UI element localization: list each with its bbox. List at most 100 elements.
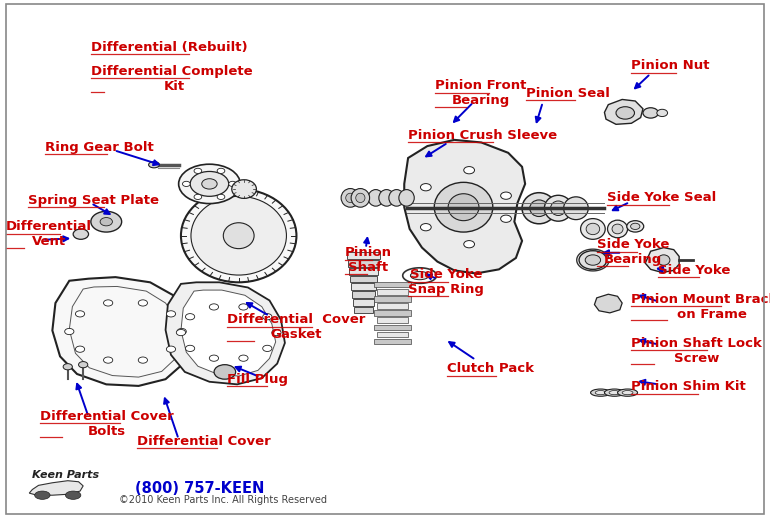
Ellipse shape [166,311,176,317]
Text: Side Yoke
Snap Ring: Side Yoke Snap Ring [408,268,484,296]
Text: Side Yoke
Bearing: Side Yoke Bearing [597,238,669,266]
Ellipse shape [591,389,611,396]
Ellipse shape [166,346,176,352]
Ellipse shape [500,192,511,199]
Text: Fill Plug: Fill Plug [227,372,288,386]
Ellipse shape [530,200,548,217]
Bar [377,332,408,337]
Ellipse shape [202,179,217,189]
Ellipse shape [181,189,296,282]
Text: Ring Gear Bolt: Ring Gear Bolt [45,141,153,154]
Ellipse shape [186,346,195,352]
Bar [347,252,380,259]
Ellipse shape [35,491,50,499]
Ellipse shape [627,221,644,232]
Ellipse shape [263,313,272,320]
Ellipse shape [434,182,493,232]
Polygon shape [166,282,285,384]
Text: Differential
Vent: Differential Vent [6,220,92,248]
Ellipse shape [616,107,634,119]
Text: Differential  Cover
Gasket: Differential Cover Gasket [227,313,366,341]
Text: Pinion
Shaft: Pinion Shaft [345,246,392,274]
Ellipse shape [223,223,254,249]
Ellipse shape [622,391,633,395]
Bar [377,303,408,309]
Ellipse shape [65,328,74,335]
Bar [377,318,408,323]
Ellipse shape [103,357,112,363]
Ellipse shape [658,255,670,265]
Ellipse shape [194,168,202,174]
Polygon shape [29,481,83,495]
Ellipse shape [389,190,404,206]
Ellipse shape [139,300,148,306]
Ellipse shape [79,362,88,368]
Ellipse shape [609,391,620,395]
Ellipse shape [522,193,556,224]
Ellipse shape [341,189,360,207]
Ellipse shape [232,180,256,198]
Ellipse shape [191,196,286,275]
Text: Spring Seat Plate: Spring Seat Plate [28,194,159,207]
Polygon shape [181,290,276,376]
Ellipse shape [410,271,429,280]
Bar [348,260,379,267]
Ellipse shape [194,194,202,199]
Text: Pinion Front
Bearing: Pinion Front Bearing [435,79,527,107]
Bar [374,282,411,287]
Ellipse shape [239,355,248,361]
Ellipse shape [420,224,431,231]
Ellipse shape [91,211,122,232]
Ellipse shape [356,193,365,203]
Ellipse shape [351,189,370,207]
Ellipse shape [604,389,624,396]
Text: Pinion Shaft Lock
Screw: Pinion Shaft Lock Screw [631,337,762,365]
Bar [374,324,411,330]
Polygon shape [594,294,622,313]
Bar [351,283,376,290]
Ellipse shape [346,193,355,203]
Text: Pinion Seal: Pinion Seal [526,87,610,100]
Ellipse shape [631,223,640,229]
Text: Pinion Mount Bracket
on Frame: Pinion Mount Bracket on Frame [631,293,770,321]
Bar [352,291,375,298]
Ellipse shape [209,355,219,361]
Ellipse shape [551,201,566,215]
Ellipse shape [379,190,394,206]
Ellipse shape [239,304,248,310]
Ellipse shape [579,251,607,269]
Ellipse shape [186,313,195,320]
Polygon shape [604,99,643,124]
Text: Side Yoke: Side Yoke [658,264,731,277]
Ellipse shape [595,391,606,395]
Bar [354,307,373,313]
Polygon shape [52,277,191,386]
Ellipse shape [63,364,72,370]
Ellipse shape [179,164,240,204]
Ellipse shape [103,300,112,306]
Ellipse shape [448,194,479,221]
Text: Clutch Pack: Clutch Pack [447,362,534,376]
Ellipse shape [73,229,89,239]
Text: Differential (Rebuilt): Differential (Rebuilt) [91,41,247,54]
Text: Differential Cover: Differential Cover [137,435,271,448]
Ellipse shape [399,190,414,206]
Text: ©2010 Keen Parts Inc. All Rights Reserved: ©2010 Keen Parts Inc. All Rights Reserve… [119,495,327,505]
Bar [350,276,377,282]
Ellipse shape [149,162,159,168]
Polygon shape [404,140,525,274]
Ellipse shape [209,304,219,310]
Ellipse shape [177,328,186,335]
Ellipse shape [586,223,600,235]
Ellipse shape [229,181,236,186]
Ellipse shape [464,240,474,248]
Text: Pinion Nut: Pinion Nut [631,59,710,73]
Bar [349,268,378,275]
Ellipse shape [65,491,81,499]
Ellipse shape [100,218,112,226]
Bar [374,339,411,344]
Ellipse shape [368,190,383,206]
Ellipse shape [657,109,668,117]
Bar [377,289,408,295]
Ellipse shape [75,346,85,352]
